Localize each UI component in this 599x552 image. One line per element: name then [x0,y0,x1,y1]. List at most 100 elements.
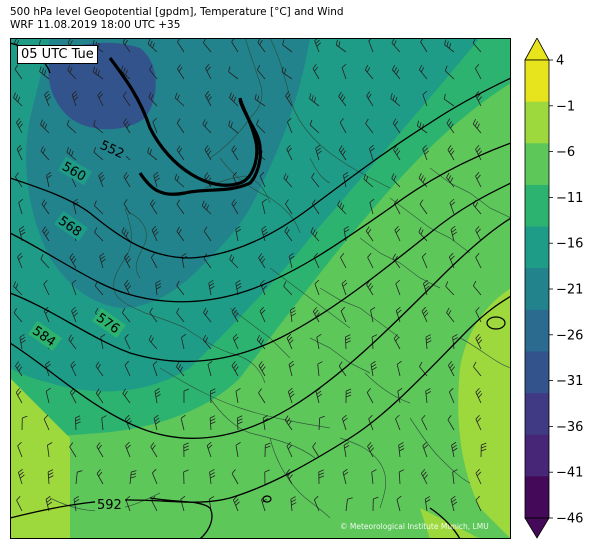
wind-barbs [13,38,487,512]
wind-barb [176,226,185,242]
wind-barb [123,118,131,134]
wind-barb [70,360,77,377]
wind-barb [203,307,212,323]
wind-barb [121,227,131,242]
temperature-band [48,42,156,130]
wind-barb [98,171,106,188]
wind-barb [340,306,347,323]
wind-barb [393,334,401,350]
wind-barb [151,225,159,242]
wind-barb [183,442,189,458]
wind-barb [75,470,83,485]
wind-barb [370,306,376,323]
wind-barb [450,495,458,512]
wind-barb [451,441,458,458]
wind-barb [153,414,161,431]
wind-barb [93,146,104,161]
wind-barb [475,252,482,269]
wind-barb [422,441,429,458]
wind-barb [444,65,455,80]
wind-barb [40,146,50,161]
wind-barb [96,442,104,458]
wind-barb [419,361,428,377]
wind-barb [448,361,455,377]
wind-barb [366,280,374,296]
wind-barb [345,334,351,350]
wind-barb [341,63,347,80]
wind-barb [419,199,428,215]
wind-barb [69,442,77,458]
wind-barb [99,252,106,269]
wind-barb [231,199,239,215]
wind-barb [40,254,50,269]
colorbar-swatch [525,393,549,436]
wind-barb [394,199,401,215]
wind-barb [475,387,483,404]
wind-barb [314,279,320,296]
contour-568 [10,142,511,303]
wind-barb [475,225,482,242]
wind-barb [43,414,50,431]
wind-barb [262,415,269,431]
wind-barb [44,90,51,107]
colorbar-swatch [525,143,549,186]
wind-barb [149,64,158,80]
wind-barb [422,90,428,107]
wind-barb [423,279,430,296]
wind-barb [475,414,482,431]
wind-barb [39,66,50,80]
wind-barb [236,415,243,431]
colorbar-tick-label: −46 [556,512,583,527]
wind-barb [180,414,186,431]
wind-barb [18,468,25,485]
wind-barb [443,93,455,107]
wind-barb [342,171,349,188]
wind-barb [16,495,23,512]
contour-592-c [429,507,461,539]
wind-barb [284,415,293,431]
wind-barb [16,144,23,161]
wind-barb [235,225,242,242]
wind-barb [147,147,158,161]
colorbar-tick-label: −11 [556,191,583,206]
wind-barb [264,469,270,485]
wind-barb [148,335,158,350]
wind-barb [475,306,482,323]
wind-barb [14,64,23,80]
wind-barb [416,120,428,134]
wind-barb [419,64,428,80]
geopotential-contours [10,42,511,539]
wind-barb [176,118,185,134]
wind-barb [261,198,267,215]
wind-barb [151,468,158,485]
wind-barb [364,64,374,80]
colorbar-tick-label: −31 [556,374,583,389]
wind-barb [125,441,131,458]
wind-barb [176,280,185,296]
wind-barb [13,92,23,107]
wind-barb [391,173,401,188]
wind-barb [229,254,239,269]
contour-552-closure [138,99,262,196]
wind-barb [257,64,266,80]
wind-barb [288,252,295,269]
wind-barb [366,388,374,404]
wind-barb [472,118,482,134]
wind-barb [452,469,458,485]
wind-barb [395,414,401,431]
wind-barb [337,200,347,215]
wind-barb [475,145,483,161]
wind-barb [398,469,405,485]
contour-closed [262,495,272,503]
wind-barb [122,388,131,404]
wind-barb [475,91,483,107]
wind-barb [312,442,320,458]
wind-barb [45,495,53,512]
wind-barb [205,63,212,80]
wind-barb [13,307,23,323]
wind-barb [311,172,320,188]
wind-barb [335,39,347,53]
colorbar-tick-label: −1 [556,99,575,114]
wind-barb [94,227,104,242]
wind-barb [369,198,375,215]
